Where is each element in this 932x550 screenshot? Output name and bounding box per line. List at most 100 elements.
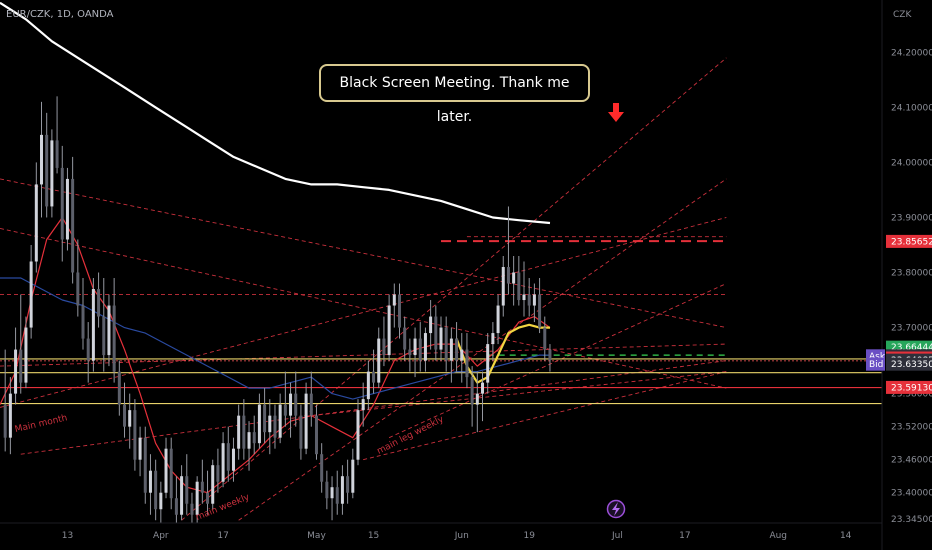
candle-50 <box>263 388 267 444</box>
y-tick-0: 23.34500 <box>891 515 932 525</box>
guide-line-7[interactable] <box>181 57 727 521</box>
candle-44 <box>231 437 235 482</box>
candle-35 <box>185 454 189 515</box>
x-tick-9: Aug <box>769 531 787 541</box>
guide-line-2[interactable] <box>0 217 727 408</box>
candle-75 <box>392 283 396 328</box>
candle-47 <box>247 421 251 471</box>
candle-81 <box>423 327 427 372</box>
candle-43 <box>226 426 230 482</box>
time-axis-ticks: 13 Apr 17 May 15 Jun 19 Jul 17 Aug 14 <box>62 531 852 541</box>
price-axis-ticks: 23.34500 23.40000 23.46000 23.52000 23.58000… <box>891 48 932 525</box>
candle-28 <box>148 454 152 515</box>
candle-80 <box>418 322 422 372</box>
candle-13 <box>71 156 75 284</box>
candle-11 <box>60 145 64 262</box>
candle-42 <box>221 432 225 488</box>
candle-9 <box>50 129 54 218</box>
candle-51 <box>268 399 272 455</box>
x-tick-7: Jul <box>611 531 623 541</box>
guide-line-8[interactable] <box>238 178 727 521</box>
svg-text:23.85652: 23.85652 <box>891 237 932 247</box>
candle-99 <box>517 255 521 306</box>
candle-87 <box>455 322 459 372</box>
candle-45 <box>237 404 241 460</box>
candle-48 <box>252 415 256 455</box>
candle-4 <box>24 316 28 389</box>
series-line-0 <box>0 1 551 225</box>
candle-38 <box>200 459 204 504</box>
svg-text:Bid: Bid <box>869 360 883 370</box>
y-tick-10: 24.20000 <box>891 48 932 58</box>
candle-64 <box>335 470 339 515</box>
candle-29 <box>154 459 158 521</box>
svg-text:23.66444: 23.66444 <box>891 343 932 353</box>
candle-83 <box>434 305 438 361</box>
x-tick-6: 19 <box>523 531 535 541</box>
candle-93 <box>486 333 490 394</box>
candle-7 <box>40 101 44 218</box>
y-tick-4: 23.58000 <box>891 390 932 400</box>
lightning-icon[interactable] <box>606 499 626 519</box>
candle-53 <box>278 393 282 444</box>
guide-line-4[interactable] <box>0 228 727 389</box>
candle-31 <box>164 437 168 499</box>
candle-104 <box>543 316 547 361</box>
candle-49 <box>257 393 261 449</box>
x-tick-3: May <box>307 531 326 541</box>
candle-101 <box>527 278 531 317</box>
candle-33 <box>174 476 178 523</box>
candle-58 <box>304 382 308 455</box>
candle-25 <box>133 399 137 471</box>
candle-69 <box>361 382 365 427</box>
candle-23 <box>123 382 127 438</box>
candle-62 <box>325 470 329 510</box>
candle-57 <box>299 404 303 460</box>
x-tick-10: 14 <box>840 531 852 541</box>
candle-105 <box>548 344 552 372</box>
candle-39 <box>206 470 210 515</box>
guide-line-9[interactable] <box>363 371 727 461</box>
x-tick-2: 17 <box>217 531 228 541</box>
candle-18 <box>97 272 101 328</box>
candle-20 <box>107 294 111 367</box>
candle-70 <box>366 360 370 411</box>
candle-78 <box>408 338 412 372</box>
candle-65 <box>340 465 344 515</box>
price-label-0: 23.85652 <box>886 234 932 248</box>
candle-95 <box>496 294 500 345</box>
candlesticks <box>3 96 552 523</box>
guide-line-0[interactable] <box>0 178 727 329</box>
candle-14 <box>76 239 80 317</box>
x-tick-1: Apr <box>153 531 169 541</box>
x-tick-0: 13 <box>62 531 73 541</box>
symbol-title[interactable]: EUR/CZK, 1D, OANDA <box>6 9 114 20</box>
candle-27 <box>143 426 147 504</box>
candle-74 <box>387 294 391 361</box>
price-label-6: 23.59130 <box>886 380 932 394</box>
candle-88 <box>460 333 464 383</box>
candle-92 <box>481 371 485 422</box>
note-callout[interactable]: Black Screen Meeting. Thank me later. <box>319 64 590 125</box>
candle-8 <box>45 112 49 218</box>
y-tick-8: 24.00000 <box>891 158 932 168</box>
candle-98 <box>512 255 516 306</box>
candle-54 <box>283 371 287 427</box>
y-tick-5: 23.70000 <box>891 324 932 334</box>
candle-5 <box>29 244 33 339</box>
candle-60 <box>314 404 318 460</box>
candle-40 <box>211 459 215 510</box>
candle-2 <box>14 327 18 405</box>
candle-82 <box>429 300 433 350</box>
candle-55 <box>289 382 293 438</box>
candle-66 <box>346 459 350 504</box>
y-tick-9: 24.10000 <box>891 103 932 113</box>
candle-100 <box>522 261 526 317</box>
svg-text:Ask: Ask <box>869 352 886 362</box>
candle-71 <box>372 349 376 394</box>
down-arrow-icon <box>608 103 624 122</box>
drawing-lines <box>0 57 882 521</box>
candle-0 <box>3 349 7 452</box>
candle-17 <box>91 278 95 372</box>
guide-line-3[interactable] <box>0 343 727 367</box>
